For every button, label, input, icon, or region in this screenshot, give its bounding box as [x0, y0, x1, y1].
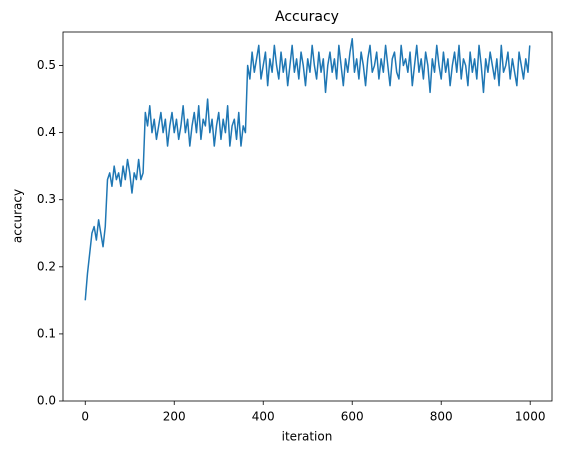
- x-tick-label: 600: [341, 410, 364, 424]
- x-tick-label: 400: [252, 410, 275, 424]
- x-tick-label: 1000: [515, 410, 546, 424]
- x-tick-label: 800: [430, 410, 453, 424]
- x-tick-label: 0: [81, 410, 89, 424]
- chart-title: Accuracy: [275, 9, 339, 25]
- x-axis-label: iteration: [282, 430, 333, 444]
- x-tick-label: 200: [163, 410, 186, 424]
- y-tick-label: 0.4: [37, 125, 56, 139]
- plot-frame: [62, 31, 553, 402]
- y-tick-label: 0.2: [37, 259, 56, 273]
- y-tick-label: 0.5: [37, 58, 56, 72]
- y-tick-label: 0.1: [37, 326, 56, 340]
- line: [84, 37, 531, 301]
- y-tick-label: 0.3: [37, 192, 56, 206]
- y-tick-label: 0.0: [37, 394, 56, 408]
- y-axis-label: accuracy: [11, 189, 25, 243]
